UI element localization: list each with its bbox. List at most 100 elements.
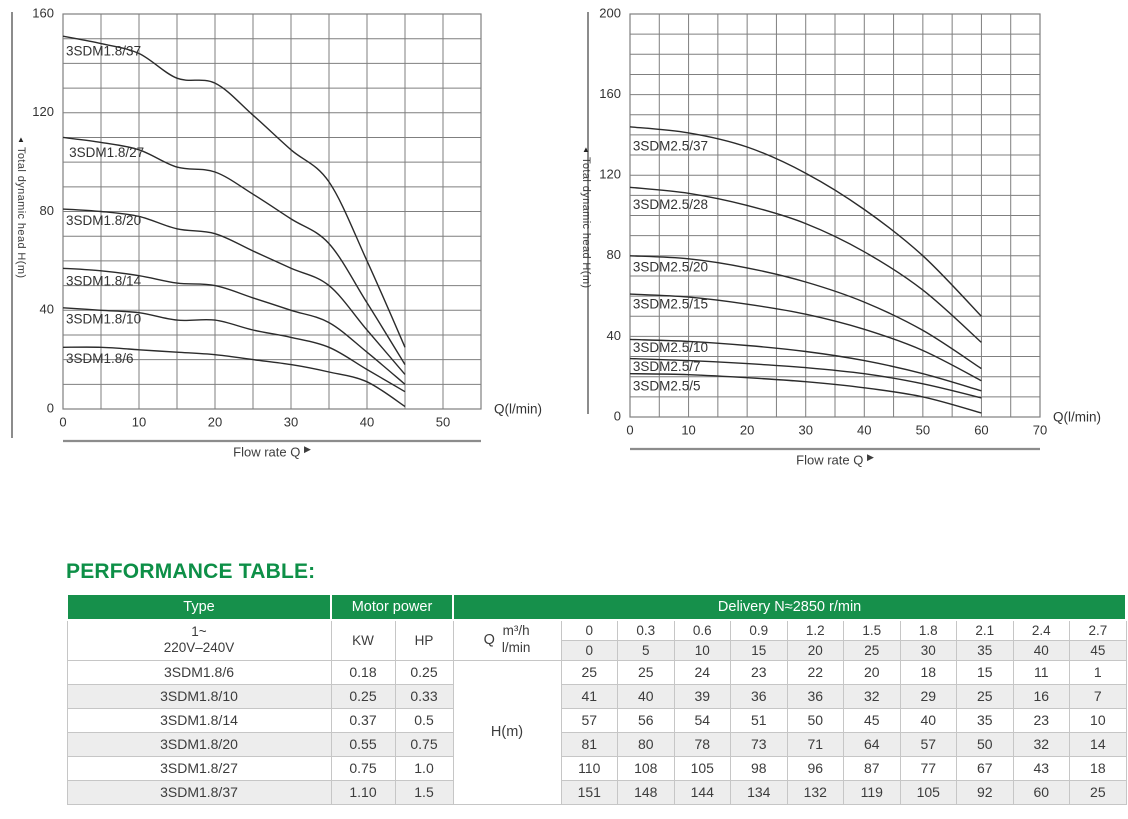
x-tick-label: 70 [1033,423,1047,438]
head-value: 148 [617,779,675,805]
pump-type: 3SDM1.8/27 [66,755,332,781]
head-value: 71 [786,731,844,757]
head-value: 132 [786,779,844,805]
head-value: 15 [956,659,1014,685]
head-value: 23 [1012,707,1070,733]
pump-type: 3SDM1.8/6 [66,659,332,685]
head-value: 32 [1012,731,1070,757]
curve-label: 3SDM2.5/7 [633,359,701,374]
table-row: 3SDM1.8/20 0.55 0.75 81 80 78 73 71 64 57 50 32 14 [66,731,1127,757]
q-m3h-value: 0.6 [673,619,731,641]
kw-header: KW [330,619,396,661]
head-value: 10 [1069,707,1127,733]
head-value: 18 [1069,755,1127,781]
hp-value: 0.33 [394,683,454,709]
head-value: 50 [786,707,844,733]
head-value: 36 [730,683,788,709]
q-lmin-value: 20 [786,639,844,661]
q-lmin-value: 40 [1012,639,1070,661]
head-value: 32 [843,683,901,709]
head-value: 40 [617,683,675,709]
q-label: Q [483,632,495,649]
pump-curve [629,338,982,392]
y-tick-label: 80 [40,203,54,218]
pump-type: 3SDM1.8/10 [66,683,332,709]
head-value: 1 [1069,659,1127,685]
right-arrow-icon: ▶ [304,444,311,454]
curve-label: 3SDM1.8/20 [66,213,141,228]
pump-curve [62,136,406,365]
x-tick-label: 50 [436,415,450,430]
head-value: 51 [730,707,788,733]
head-value: 134 [730,779,788,805]
q-m3h-value: 1.8 [899,619,957,641]
head-value: 41 [560,683,618,709]
x-tick-label: 40 [360,415,374,430]
kw-value: 0.55 [330,731,396,757]
performance-table-title: PERFORMANCE TABLE: [66,560,316,583]
head-value: 98 [730,755,788,781]
q-unit-lmin: l/min [501,640,531,656]
head-value: 25 [1069,779,1127,805]
q-m3h-value: 0.9 [730,619,788,641]
pump-curve [62,208,406,375]
q-unit-cell: Q m³/h l/min [452,619,562,661]
kw-value: 0.75 [330,755,396,781]
y-tick-label: 80 [607,247,621,262]
pump-curve [629,357,982,399]
head-value: 78 [673,731,731,757]
head-value: 73 [730,731,788,757]
curve-label: 3SDM2.5/15 [633,297,708,312]
head-value: 16 [1012,683,1070,709]
curve-label: 3SDM1.8/27 [69,145,144,160]
y-axis-label-left-chart: ▲ Total dynamic head H(m) [15,136,27,279]
col-header-type: Type [66,593,332,621]
head-value: 81 [560,731,618,757]
q-unit-m3h: m³/h [502,623,530,639]
head-value: 80 [617,731,675,757]
q-lmin-value: 25 [843,639,901,661]
pump-curve [62,307,406,393]
q-lmin-value: 5 [617,639,675,661]
pump-curves-section: 0 10 20 30 40 50 0 40 80 120 160 3SDM1.8/37 3SDM1.8/… [0,0,1101,485]
head-value: 45 [843,707,901,733]
pump-type: 3SDM1.8/20 [66,731,332,757]
table-row: 3SDM1.8/27 0.75 1.0 110 108 105 98 96 87 77 67 43 18 [66,755,1127,781]
head-value: 50 [956,731,1014,757]
plot-border [62,13,482,410]
x-axis-unit-label: Q(l/min) [494,402,542,417]
pump-curve-plot: 0 10 20 30 40 50 0 40 80 120 160 3SDM1.8/37 3SDM1.8/… [11,5,542,460]
head-value: 151 [560,779,618,805]
table-row: 3SDM1.8/6 0.18 0.25 H(m) 25 25 24 23 22 20 18 15 11 1 [66,659,1127,805]
x-tick-label: 20 [208,415,222,430]
table-row: 3SDM1.8/10 0.25 0.33 41 40 39 36 36 32 29 25 16 7 [66,683,1127,709]
curve-label: 3SDM1.8/37 [66,44,141,59]
curve-label: 3SDM2.5/20 [633,259,708,274]
q-m3h-row: 1~ 220V–240V KW HP Q m³/h l/min [66,619,1127,661]
kw-value: 1.10 [330,779,396,805]
head-value: 60 [1012,779,1070,805]
head-value: 25 [560,659,618,685]
col-header-delivery: Delivery N≈2850 r/min [451,593,1128,621]
head-value: 105 [673,755,731,781]
table-row: 3SDM1.8/37 1.10 1.5 151 148 144 134 132 119 105 92… [66,779,1127,805]
x-tick-label: 30 [798,423,812,438]
q-m3h-value: 1.2 [786,619,844,641]
pump-curve [62,35,406,348]
pump-curve [62,267,406,385]
x-tick-label: 50 [916,423,930,438]
kw-value: 0.25 [330,683,396,709]
head-value: 14 [1069,731,1127,757]
q-lmin-value: 0 [560,639,618,661]
curve-label: 3SDM2.5/37 [633,139,708,154]
y-tick-label: 40 [607,328,621,343]
kw-value: 0.37 [330,707,396,733]
voltage-line2: 220V–240V [163,640,235,656]
head-value: 35 [956,707,1014,733]
curve-label: 3SDM1.8/6 [66,351,134,366]
q-lmin-value: 10 [673,639,731,661]
pump-curve [629,293,982,382]
pump-curve [629,126,982,317]
head-value: 87 [843,755,901,781]
chart-3sdm1-8: 0 10 20 30 40 50 0 40 80 120 160 3SDM1.8/37 3SDM1.8/… [0,0,563,485]
